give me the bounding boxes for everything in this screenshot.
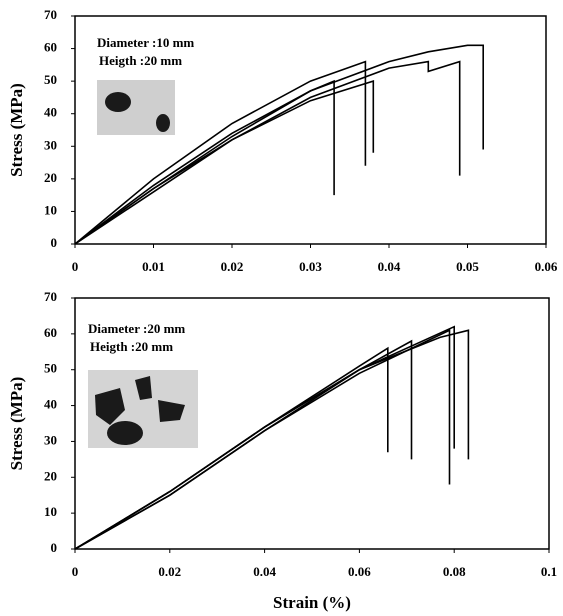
y-tick-label: 60: [44, 40, 57, 55]
annotation: Diameter :10 mm: [97, 35, 194, 50]
annotation: Diameter :20 mm: [88, 321, 185, 336]
x-tick-label: 0.04: [378, 259, 401, 274]
x-tick-label: 0.02: [158, 564, 181, 579]
y-tick-label: 50: [44, 361, 57, 376]
x-tick-label: 0.08: [443, 564, 466, 579]
x-tick-label: 0.01: [142, 259, 165, 274]
y-tick-label: 0: [51, 235, 58, 250]
y-tick-label: 50: [44, 72, 57, 87]
x-tick-label: 0: [72, 259, 79, 274]
stress-strain-curve: [74, 329, 470, 550]
inset-photo: [88, 370, 198, 448]
annotation: Heigth :20 mm: [90, 339, 173, 354]
y-tick-label: 0: [51, 540, 58, 555]
y-tick-label: 10: [44, 202, 57, 217]
stress-strain-curve: [74, 79, 335, 245]
y-tick-label: 70: [44, 7, 57, 22]
x-tick-label: 0.1: [541, 564, 557, 579]
y-tick-label: 30: [44, 137, 57, 152]
y-tick-label: 30: [44, 432, 57, 447]
x-tick-label: 0.03: [299, 259, 322, 274]
y-tick-label: 60: [44, 325, 57, 340]
x-tick-label: 0.04: [253, 564, 276, 579]
inset-photo: [97, 80, 175, 135]
stress-strain-curve: [74, 60, 367, 245]
y-tick-label: 10: [44, 504, 57, 519]
x-tick-label: 0: [72, 564, 79, 579]
y-tick-label: 40: [44, 397, 57, 412]
plot-frame: [74, 297, 550, 550]
x-tick-label: 0.06: [535, 259, 558, 274]
y-tick-label: 70: [44, 289, 57, 304]
stress-strain-curve: [74, 325, 455, 550]
x-tick-label: 0.06: [348, 564, 371, 579]
x-tick-label: 0.05: [456, 259, 479, 274]
x-axis-label: Strain (%): [273, 593, 351, 612]
y-axis-label: Stress (MPa): [7, 377, 26, 471]
x-tick-label: 0.02: [221, 259, 244, 274]
y-tick-label: 20: [44, 468, 57, 483]
stress-strain-curve: [74, 44, 484, 245]
y-axis-label: Stress (MPa): [7, 83, 26, 177]
y-tick-label: 20: [44, 170, 57, 185]
annotation: Heigth :20 mm: [99, 53, 182, 68]
y-tick-label: 40: [44, 105, 57, 120]
stress-strain-curve: [74, 60, 461, 245]
